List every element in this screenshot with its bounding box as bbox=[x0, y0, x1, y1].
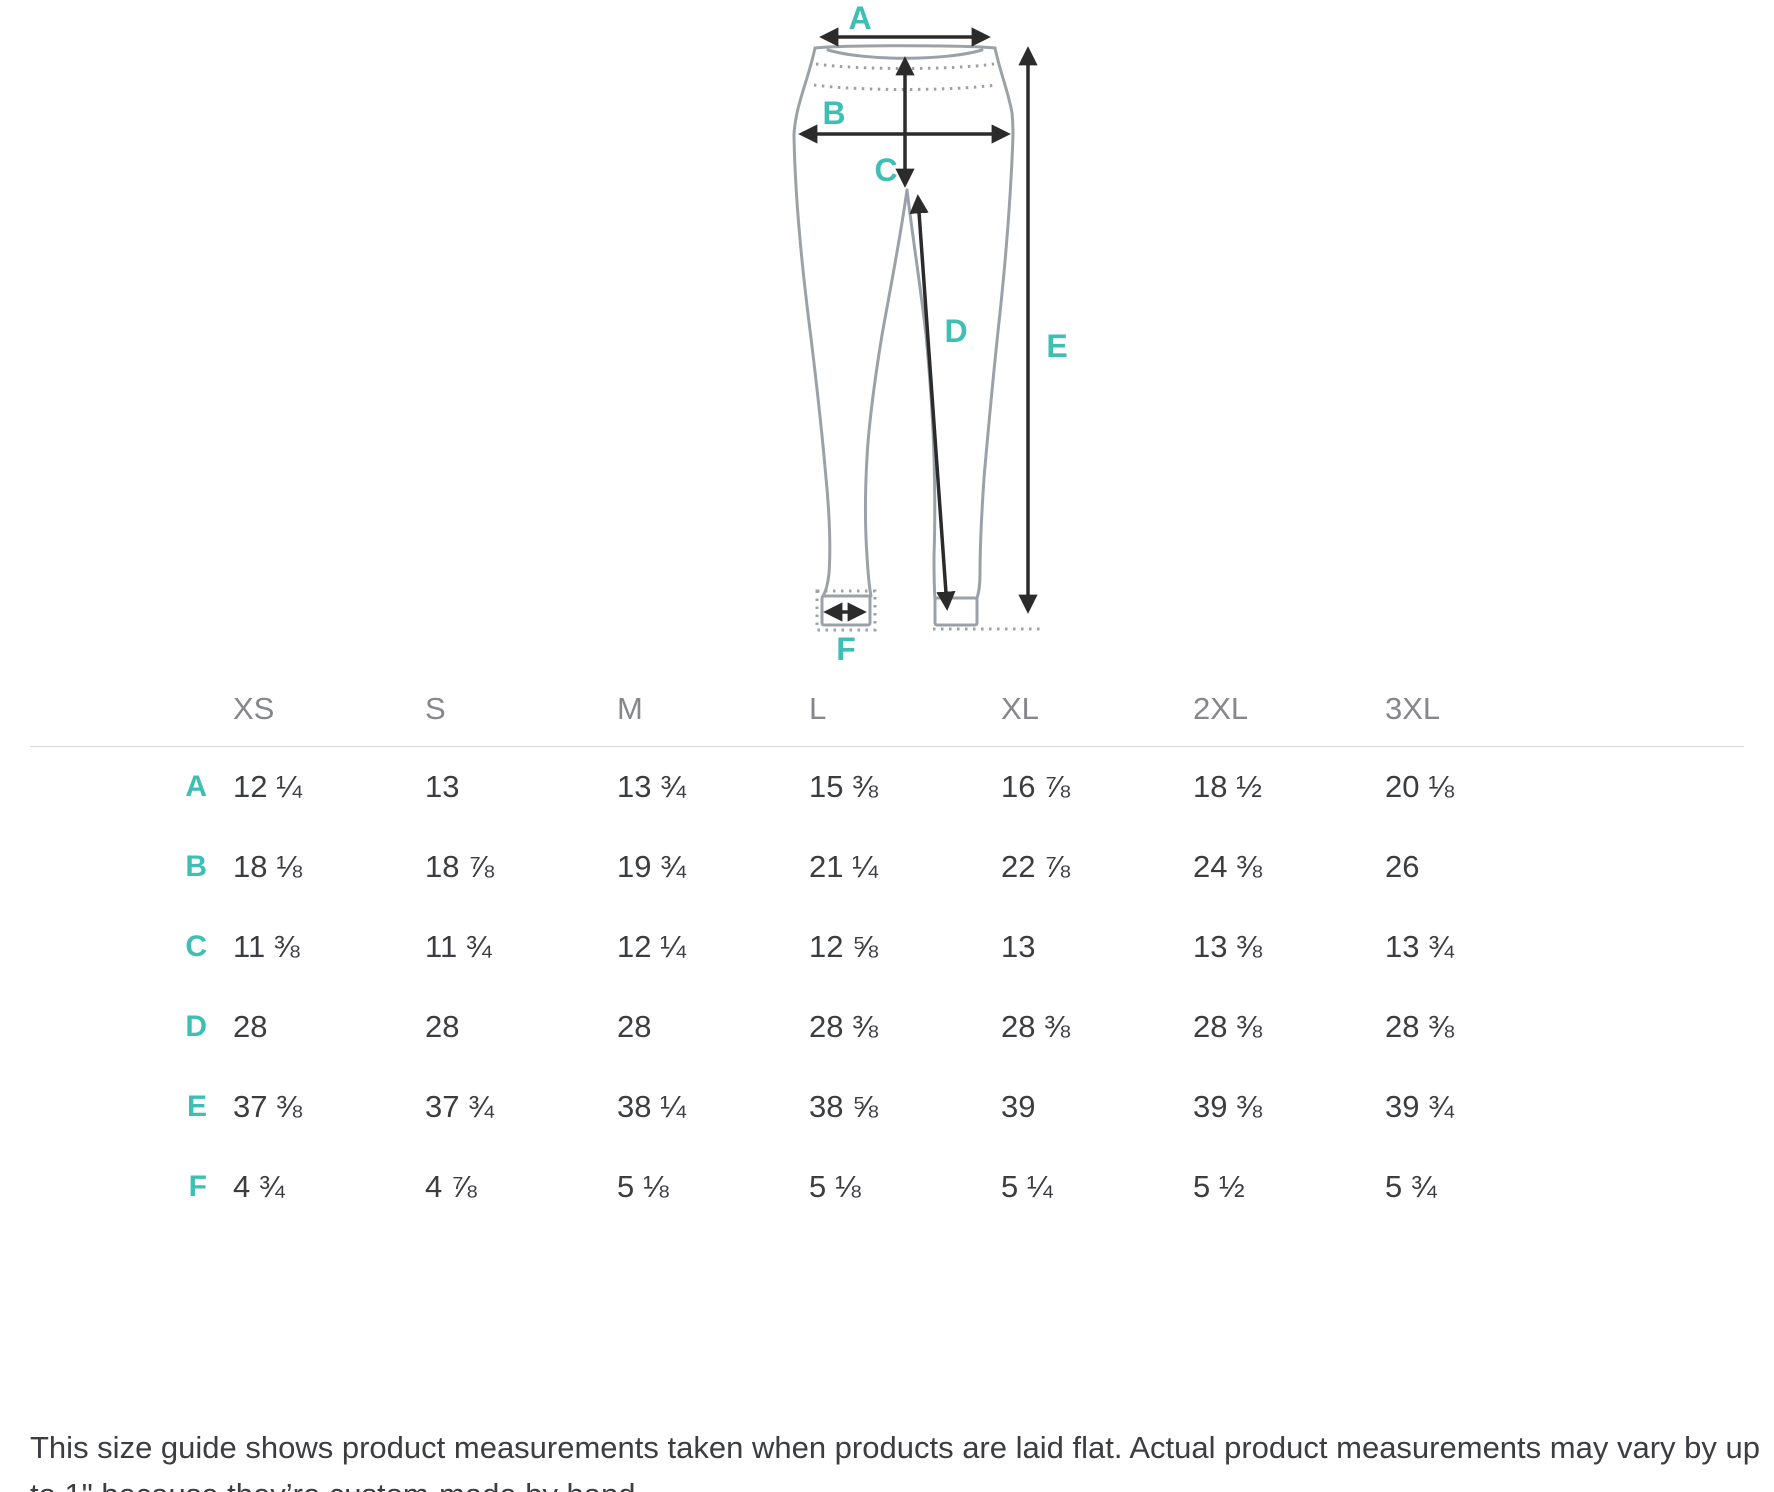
cell-f-xl: 5 ¼ bbox=[1001, 1169, 1053, 1204]
cell-f-xs: 4 ¾ bbox=[233, 1169, 285, 1204]
cell-d-s: 28 bbox=[425, 1009, 460, 1044]
right-outer-seam bbox=[975, 46, 1015, 600]
table-divider bbox=[30, 746, 1744, 747]
left-outer-seam bbox=[792, 46, 832, 598]
diagram-label-a: A bbox=[848, 0, 871, 36]
cell-c-3xl: 13 ¾ bbox=[1385, 929, 1454, 964]
cell-e-m: 38 ¼ bbox=[617, 1089, 686, 1124]
cell-e-xl: 39 bbox=[1001, 1089, 1036, 1124]
measure-arrow-d bbox=[909, 194, 956, 611]
row-label-d: D bbox=[185, 1010, 207, 1043]
waistband-inner-curve bbox=[826, 48, 984, 60]
cell-c-m: 12 ¼ bbox=[617, 929, 686, 964]
cell-d-m: 28 bbox=[617, 1009, 652, 1044]
size-header-2xl: 2XL bbox=[1193, 691, 1249, 726]
cell-d-xs: 28 bbox=[233, 1009, 268, 1044]
size-table-header-row: XS S M L XL 2XL 3XL bbox=[30, 672, 1744, 746]
cell-b-m: 19 ¾ bbox=[617, 849, 686, 884]
table-row-c: C 11 ⅜ 11 ¾ 12 ¼ 12 ⅝ 13 13 ⅜ 13 ¾ bbox=[30, 907, 1744, 987]
cell-f-2xl: 5 ½ bbox=[1193, 1169, 1245, 1204]
cell-f-l: 5 ⅛ bbox=[809, 1169, 861, 1204]
cell-e-2xl: 39 ⅜ bbox=[1193, 1089, 1262, 1124]
row-label-a: A bbox=[185, 770, 207, 803]
cell-d-3xl: 28 ⅜ bbox=[1385, 1009, 1454, 1044]
waist-top-edge bbox=[813, 44, 997, 50]
table-row-e: E 37 ⅜ 37 ¾ 38 ¼ 38 ⅝ 39 39 ⅜ 39 ¾ bbox=[30, 1067, 1744, 1147]
cell-b-2xl: 24 ⅜ bbox=[1193, 849, 1262, 884]
row-label-e: E bbox=[186, 1090, 207, 1123]
size-header-s: S bbox=[425, 691, 446, 726]
cell-c-l: 12 ⅝ bbox=[809, 929, 878, 964]
cell-a-l: 15 ⅜ bbox=[809, 769, 878, 804]
size-header-3xl: 3XL bbox=[1385, 691, 1441, 726]
cell-e-s: 37 ¾ bbox=[425, 1089, 494, 1124]
cell-c-2xl: 13 ⅜ bbox=[1193, 929, 1262, 964]
size-header-xl: XL bbox=[1001, 691, 1039, 726]
cell-a-3xl: 20 ⅛ bbox=[1385, 769, 1454, 804]
cell-b-s: 18 ⅞ bbox=[425, 849, 494, 884]
cell-f-3xl: 5 ¾ bbox=[1385, 1169, 1437, 1204]
diagram-label-c: C bbox=[874, 152, 897, 188]
table-row-d: D 28 28 28 28 ⅜ 28 ⅜ 28 ⅜ 28 ⅜ bbox=[30, 987, 1744, 1067]
cell-f-m: 5 ⅛ bbox=[617, 1169, 669, 1204]
size-header-l: L bbox=[809, 691, 827, 726]
measurement-arrows bbox=[798, 27, 1038, 622]
right-cuff bbox=[933, 596, 979, 627]
waistband-stitch-bottom bbox=[813, 83, 997, 91]
joggers-measurement-diagram: A B C D E F bbox=[792, 0, 1068, 660]
row-label-f: F bbox=[188, 1170, 207, 1203]
cell-b-l: 21 ¼ bbox=[809, 849, 878, 884]
cell-a-m: 13 ¾ bbox=[617, 769, 686, 804]
size-table: XS S M L XL 2XL 3XL A 12 ¼ 13 13 ¾ 15 ⅜ … bbox=[30, 672, 1744, 1227]
cell-e-xs: 37 ⅜ bbox=[233, 1089, 302, 1124]
cell-c-xl: 13 bbox=[1001, 929, 1036, 964]
cell-a-2xl: 18 ½ bbox=[1193, 769, 1262, 804]
row-label-c: C bbox=[185, 930, 207, 963]
cell-a-xl: 16 ⅞ bbox=[1001, 769, 1070, 804]
row-label-b: B bbox=[185, 850, 207, 883]
diagram-label-f: F bbox=[836, 631, 856, 660]
cell-a-xs: 12 ¼ bbox=[233, 769, 302, 804]
cell-b-3xl: 26 bbox=[1385, 849, 1420, 884]
diagram-label-b: B bbox=[822, 95, 845, 131]
cell-a-s: 13 bbox=[425, 769, 460, 804]
table-row-b: B 18 ⅛ 18 ⅞ 19 ¾ 21 ¼ 22 ⅞ 24 ⅜ 26 bbox=[30, 827, 1744, 907]
table-row-a: A 12 ¼ 13 13 ¾ 15 ⅜ 16 ⅞ 18 ½ 20 ⅛ bbox=[30, 747, 1744, 827]
cell-f-s: 4 ⅞ bbox=[425, 1169, 477, 1204]
cell-c-s: 11 ¾ bbox=[425, 929, 492, 964]
cell-d-2xl: 28 ⅜ bbox=[1193, 1009, 1262, 1044]
cell-e-l: 38 ⅝ bbox=[809, 1089, 878, 1124]
footer-note: This size guide shows product measuremen… bbox=[30, 1430, 1760, 1492]
left-inner-seam bbox=[864, 188, 909, 598]
cell-b-xl: 22 ⅞ bbox=[1001, 849, 1070, 884]
size-header-xs: XS bbox=[233, 691, 275, 726]
table-row-f: F 4 ¾ 4 ⅞ 5 ⅛ 5 ⅛ 5 ¼ 5 ½ 5 ¾ bbox=[30, 1147, 1744, 1227]
cell-d-xl: 28 ⅜ bbox=[1001, 1009, 1070, 1044]
left-cuff bbox=[820, 594, 872, 627]
size-header-m: M bbox=[617, 691, 643, 726]
cell-b-xs: 18 ⅛ bbox=[233, 849, 302, 884]
cell-c-xs: 11 ⅜ bbox=[233, 929, 300, 964]
diagram-label-e: E bbox=[1046, 328, 1067, 364]
diagram-label-d: D bbox=[944, 313, 967, 349]
cell-e-3xl: 39 ¾ bbox=[1385, 1089, 1454, 1124]
cell-d-l: 28 ⅜ bbox=[809, 1009, 878, 1044]
